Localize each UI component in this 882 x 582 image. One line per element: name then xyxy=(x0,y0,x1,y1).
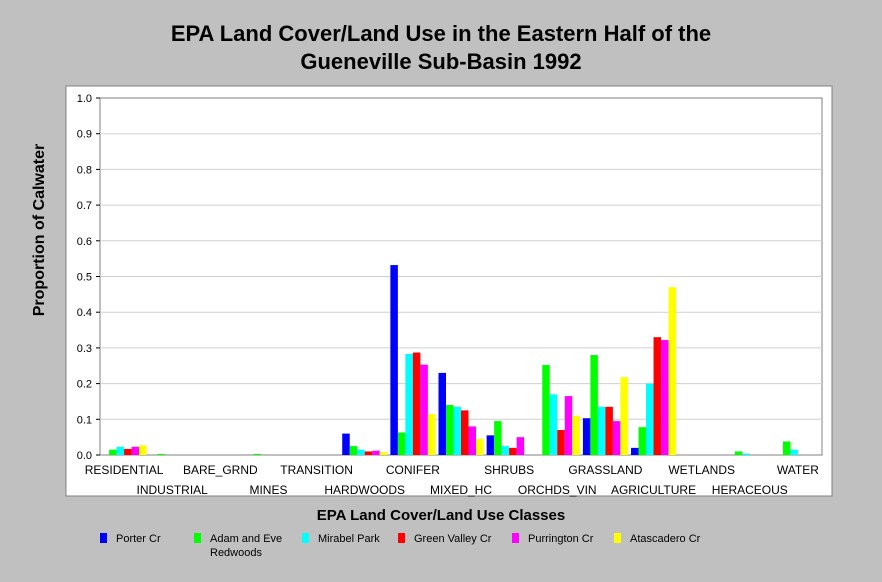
bar xyxy=(590,355,598,455)
legend-label: Adam and Eve Redwoods xyxy=(210,533,283,559)
y-axis-label: Proportion of Calwater xyxy=(31,143,48,317)
bar xyxy=(357,449,365,455)
bar xyxy=(620,377,628,455)
legend-swatch xyxy=(194,533,201,543)
bar xyxy=(349,446,358,455)
x-tick-label: SHRUBS xyxy=(484,463,534,477)
bar xyxy=(572,415,580,455)
x-tick-labels: RESIDENTIAL INDUSTRIAL BARE_GRND MINES TRANS… xyxy=(85,463,820,497)
bar xyxy=(390,265,398,455)
legend-label: Purrington Cr xyxy=(528,533,594,545)
y-tick-label: 0.4 xyxy=(77,307,92,319)
x-axis-label: EPA Land Cover/Land Use Classes xyxy=(316,507,566,524)
gridlines xyxy=(100,133,822,420)
chart-title-line-1: EPA Land Cover/Land Use in the Eastern H… xyxy=(170,21,712,46)
legend-label: Green Valley Cr xyxy=(414,533,492,545)
bar xyxy=(564,396,573,455)
x-tick-label: BARE_GRND xyxy=(183,463,258,477)
bar xyxy=(501,446,510,455)
bar xyxy=(372,450,380,455)
bar xyxy=(542,365,550,455)
x-tick-label: HERACEOUS xyxy=(712,483,788,497)
chart-title: EPA Land Cover/Land Use in the Eastern H… xyxy=(0,20,882,76)
bar xyxy=(116,446,125,455)
bar xyxy=(668,287,677,455)
bar xyxy=(605,406,613,455)
x-tick-label: WETLANDS xyxy=(668,463,735,477)
bar xyxy=(597,406,606,455)
bar xyxy=(476,438,484,455)
y-tick-label: 0.0 xyxy=(77,450,92,462)
legend-swatch xyxy=(398,533,405,543)
y-tick-label: 0.8 xyxy=(77,164,92,176)
bar xyxy=(661,340,669,455)
bar xyxy=(453,406,461,455)
bar xyxy=(734,451,743,455)
bar xyxy=(397,432,406,455)
bar xyxy=(427,413,436,455)
y-tick-label: 0.7 xyxy=(77,200,92,212)
x-tick-label: GRASSLAND xyxy=(568,463,642,477)
x-tick-label: CONIFER xyxy=(386,463,440,477)
bars xyxy=(109,265,798,455)
bar xyxy=(516,437,525,455)
x-tick-label: INDUSTRIAL xyxy=(137,483,209,497)
legend-label: Porter Cr xyxy=(116,533,161,545)
bar xyxy=(420,364,428,455)
y-tick-label: 0.2 xyxy=(77,379,92,391)
bar xyxy=(509,447,517,455)
y-tick-label: 0.3 xyxy=(77,343,92,355)
bar xyxy=(139,445,147,455)
y-tick-label: 1.0 xyxy=(77,93,92,105)
bar xyxy=(461,410,469,455)
chart-title-line-2: Gueneville Sub-Basin 1992 xyxy=(300,49,582,74)
bar xyxy=(438,372,446,455)
bar xyxy=(364,451,373,455)
legend-swatch xyxy=(302,533,309,543)
legend-swatch xyxy=(100,533,107,543)
bar xyxy=(612,421,621,455)
bar xyxy=(557,430,565,455)
legend-label: Atascadero Cr xyxy=(630,533,701,545)
y-tick-label: 0.9 xyxy=(77,129,92,141)
legend-swatch xyxy=(512,533,519,543)
y-tick-label: 0.5 xyxy=(77,272,92,284)
bar xyxy=(790,449,798,455)
legend-swatch xyxy=(614,533,621,543)
bar xyxy=(646,383,654,455)
bar xyxy=(782,441,791,455)
bar xyxy=(124,448,132,455)
bar xyxy=(631,447,639,455)
bar xyxy=(157,453,165,455)
x-tick-label: MINES xyxy=(249,483,287,497)
x-tick-label: TRANSITION xyxy=(280,463,353,477)
bar xyxy=(253,453,261,455)
bar xyxy=(486,435,495,455)
bar xyxy=(653,337,662,455)
bar xyxy=(405,353,413,455)
y-tick-label: 0.6 xyxy=(77,236,92,248)
bar xyxy=(582,418,591,455)
bar xyxy=(638,427,647,455)
x-tick-label: AGRICULTURE xyxy=(611,483,696,497)
bar xyxy=(109,449,117,455)
bar xyxy=(494,421,502,455)
bar xyxy=(412,352,421,455)
y-tick-labels: 0.0 0.1 0.2 0.3 0.4 0.5 0.6 0.7 0.8 0.9 1.0 xyxy=(77,93,100,462)
x-tick-label: HARDWOODS xyxy=(324,483,405,497)
x-tick-label: RESIDENTIAL xyxy=(85,463,164,477)
bar xyxy=(446,405,454,455)
bar xyxy=(379,452,388,455)
bar xyxy=(742,453,750,455)
legend-label: Mirabel Park xyxy=(318,533,380,545)
x-tick-label: ORCHDS_VIN xyxy=(518,483,597,497)
bar xyxy=(131,446,140,455)
y-tick-label: 0.1 xyxy=(77,414,92,426)
x-tick-label: WATER xyxy=(777,463,819,477)
bar xyxy=(342,433,350,455)
bar xyxy=(549,394,558,455)
x-tick-label: MIXED_HC xyxy=(430,483,492,497)
bar xyxy=(468,426,476,455)
